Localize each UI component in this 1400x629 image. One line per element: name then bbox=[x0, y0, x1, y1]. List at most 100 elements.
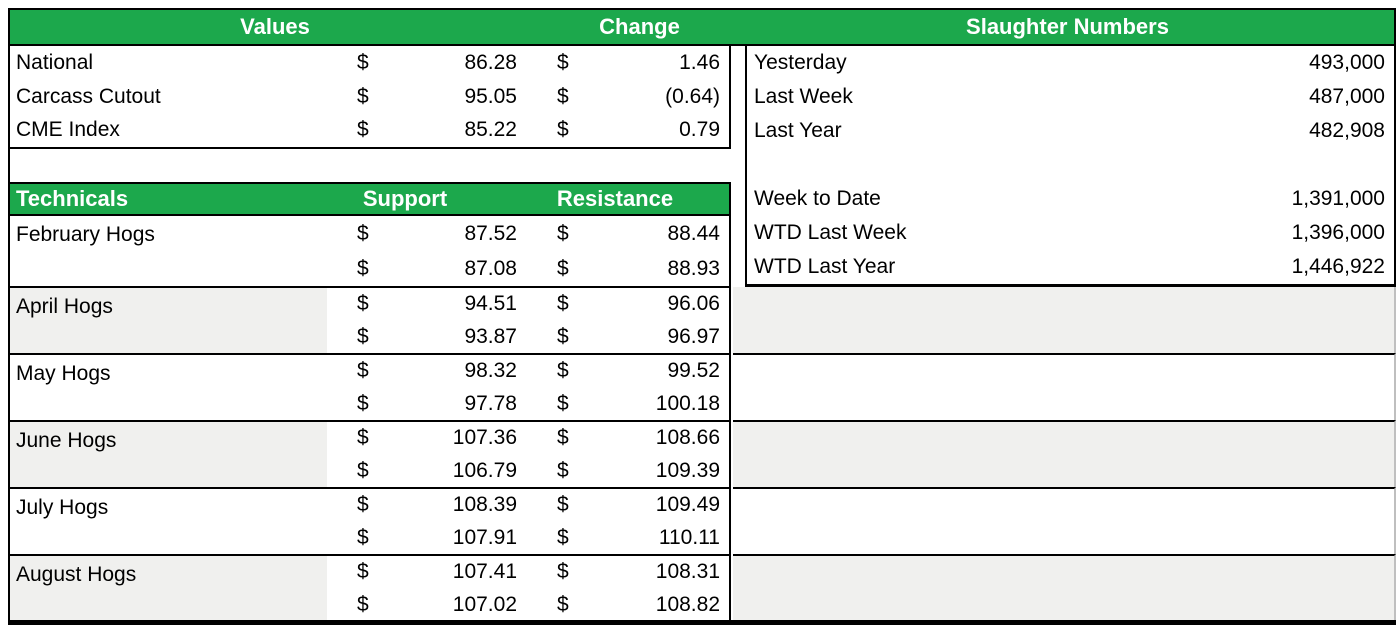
change-cell: $ 0.79 bbox=[523, 118, 729, 142]
table-row: $ 107.41 $ 108.31 bbox=[327, 556, 729, 589]
blank-row bbox=[747, 148, 1394, 182]
support-value: 97.78 bbox=[464, 391, 517, 415]
currency-symbol: $ bbox=[357, 292, 369, 316]
row-label: Week to Date bbox=[754, 187, 881, 210]
currency-symbol: $ bbox=[557, 391, 569, 415]
table-row: Last Week 487,000 bbox=[747, 80, 1394, 114]
currency-symbol: $ bbox=[357, 391, 369, 415]
currency-symbol: $ bbox=[357, 118, 369, 142]
slaughter-count: 1,446,922 bbox=[1291, 255, 1385, 278]
table-row: $ 108.39 $ 109.49 bbox=[327, 489, 729, 522]
support-value: 98.32 bbox=[464, 359, 517, 383]
support-cell: $ 93.87 bbox=[327, 325, 523, 349]
support-cell: $ 107.91 bbox=[327, 526, 523, 550]
support-cell: $ 108.39 bbox=[327, 493, 523, 517]
support-value: 108.39 bbox=[452, 493, 517, 517]
values-table: National $ 86.28 $ 1.46 Carcass Cutout $… bbox=[8, 46, 731, 149]
row-label: Last Week bbox=[754, 85, 853, 108]
slaughter-count: 487,000 bbox=[1309, 85, 1385, 108]
contract-label: July Hogs bbox=[16, 496, 109, 519]
currency-symbol: $ bbox=[557, 359, 569, 383]
band-july bbox=[733, 487, 1396, 554]
currency-symbol: $ bbox=[357, 359, 369, 383]
spreadsheet-border-tick bbox=[8, 149, 10, 182]
value-amount: 95.05 bbox=[464, 84, 517, 108]
support-cell: $ 87.08 bbox=[327, 257, 523, 281]
currency-symbol: $ bbox=[557, 292, 569, 316]
currency-symbol: $ bbox=[557, 84, 569, 108]
resistance-value: 99.52 bbox=[667, 359, 720, 383]
band-april bbox=[733, 287, 1396, 353]
band-august bbox=[733, 554, 1396, 621]
resistance-value: 110.11 bbox=[658, 525, 720, 549]
contract-group-february: February Hogs $ 87.52 $ 88.44 $ 87.08 bbox=[10, 216, 729, 286]
contract-label: May Hogs bbox=[16, 362, 111, 385]
support-cell: $ 106.79 bbox=[327, 459, 523, 483]
currency-symbol: $ bbox=[357, 493, 369, 517]
support-value: 87.52 bbox=[464, 221, 517, 245]
resistance-value: 96.97 bbox=[667, 324, 720, 348]
table-row: WTD Last Year 1,446,922 bbox=[747, 250, 1394, 284]
support-column-header: Support bbox=[362, 186, 448, 211]
band-june bbox=[733, 420, 1396, 487]
currency-symbol: $ bbox=[357, 84, 369, 108]
resistance-cell: $ 110.11 bbox=[523, 526, 729, 550]
table-row: $ 87.08 $ 88.93 bbox=[327, 251, 729, 286]
currency-symbol: $ bbox=[357, 50, 369, 74]
table-row: $ 107.36 $ 108.66 bbox=[327, 422, 729, 455]
support-cell: $ 107.36 bbox=[327, 426, 523, 450]
slaughter-count: 1,391,000 bbox=[1291, 187, 1385, 210]
table-row: Yesterday 493,000 bbox=[747, 46, 1394, 80]
support-value: 94.51 bbox=[464, 292, 517, 316]
resistance-value: 108.31 bbox=[655, 560, 720, 584]
change-cell: $ 1.46 bbox=[523, 51, 729, 75]
band-may bbox=[733, 353, 1396, 420]
currency-symbol: $ bbox=[557, 256, 569, 280]
contract-group-may: May Hogs $ 98.32 $ 99.52 $ 97.78 bbox=[10, 353, 729, 420]
change-cell: $ (0.64) bbox=[523, 85, 729, 109]
resistance-value: 109.49 bbox=[655, 493, 720, 517]
currency-symbol: $ bbox=[357, 324, 369, 348]
table-row: CME Index $ 85.22 $ 0.79 bbox=[10, 113, 729, 147]
support-cell: $ 107.41 bbox=[327, 560, 523, 584]
resistance-value: 96.06 bbox=[667, 292, 720, 316]
table-row: National $ 86.28 $ 1.46 bbox=[10, 46, 729, 80]
change-amount: 0.79 bbox=[679, 118, 720, 142]
support-cell: $ 98.32 bbox=[327, 359, 523, 383]
currency-symbol: $ bbox=[557, 426, 569, 450]
currency-symbol: $ bbox=[557, 324, 569, 348]
bottom-border bbox=[8, 620, 1396, 625]
table-row: $ 107.02 $ 108.82 bbox=[327, 589, 729, 622]
row-label: National bbox=[16, 50, 94, 74]
right-row-bands bbox=[733, 287, 1396, 621]
table-row: $ 98.32 $ 99.52 bbox=[327, 355, 729, 388]
change-section-header: Change bbox=[599, 14, 680, 39]
value-cell: $ 85.22 bbox=[327, 118, 523, 142]
currency-symbol: $ bbox=[557, 50, 569, 74]
value-cell: $ 86.28 bbox=[327, 51, 523, 75]
resistance-value: 88.44 bbox=[667, 221, 720, 245]
row-label: CME Index bbox=[16, 118, 120, 142]
value-amount: 85.22 bbox=[464, 118, 517, 142]
table-row: $ 106.79 $ 109.39 bbox=[327, 455, 729, 488]
currency-symbol: $ bbox=[357, 458, 369, 482]
row-label: WTD Last Year bbox=[754, 255, 896, 278]
table-row: $ 93.87 $ 96.97 bbox=[327, 321, 729, 354]
slaughter-count: 493,000 bbox=[1309, 51, 1385, 74]
resistance-cell: $ 88.93 bbox=[523, 257, 729, 281]
table-row: Week to Date 1,391,000 bbox=[747, 182, 1394, 216]
technicals-title: Technicals bbox=[16, 186, 129, 211]
support-value: 107.41 bbox=[452, 560, 517, 584]
resistance-cell: $ 108.66 bbox=[523, 426, 729, 450]
currency-symbol: $ bbox=[357, 525, 369, 549]
resistance-cell: $ 108.82 bbox=[523, 593, 729, 617]
resistance-cell: $ 109.49 bbox=[523, 493, 729, 517]
contract-group-august: August Hogs $ 107.41 $ 108.31 $ 107.02 bbox=[10, 554, 729, 621]
support-cell: $ 94.51 bbox=[327, 292, 523, 316]
contract-label: February Hogs bbox=[16, 223, 155, 246]
currency-symbol: $ bbox=[357, 221, 369, 245]
contract-group-july: July Hogs $ 108.39 $ 109.49 $ 107.91 bbox=[10, 487, 729, 554]
slaughter-numbers-table: Yesterday 493,000 Last Week 487,000 Last… bbox=[745, 46, 1396, 287]
resistance-value: 88.93 bbox=[667, 256, 720, 280]
